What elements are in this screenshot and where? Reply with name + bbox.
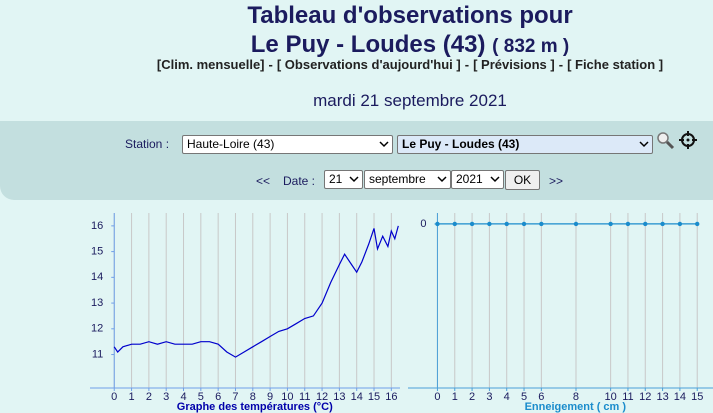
date-heading: mardi 21 septembre 2021 <box>313 91 507 110</box>
x-tick-label: 14 <box>351 391 363 403</box>
data-point <box>469 221 475 227</box>
title-line: Tableau d'observations pour <box>247 2 573 29</box>
x-tick-label: 4 <box>180 391 186 403</box>
x-tick-label: 15 <box>368 391 380 403</box>
x-tick-label: 13 <box>333 391 345 403</box>
data-line <box>113 225 399 358</box>
data-point <box>625 221 631 227</box>
month-select[interactable]: septembre <box>364 170 451 189</box>
select-value: septembre <box>369 172 426 186</box>
ok-button[interactable]: OK <box>505 170 540 190</box>
x-tick-label: 11 <box>299 391 310 403</box>
x-tick-label: 4 <box>504 391 510 403</box>
x-tick-label: 7 <box>232 391 238 403</box>
data-point <box>487 221 492 227</box>
locate-icon[interactable] <box>678 130 698 150</box>
nav-link[interactable]: [ Fiche station ] <box>567 57 664 72</box>
arrow <box>639 141 649 148</box>
x-tick-label: 2 <box>469 391 475 403</box>
station-name: Le Puy - Loudes (43) <box>250 31 486 58</box>
nav-link[interactable]: [ Prévisions ] <box>473 57 555 72</box>
date-label: Date : <box>283 174 316 188</box>
x-tick-label: 6 <box>215 391 221 403</box>
data-point <box>695 221 700 227</box>
y-tick-label: 11 <box>92 348 103 360</box>
prev-link[interactable]: << <box>256 174 271 188</box>
next-link[interactable]: >> <box>549 174 564 188</box>
department-select[interactable]: Haute-Loire (43) <box>182 135 393 154</box>
nav: [Clim. mensuelle] -[ Observations d'aujou… <box>0 57 713 72</box>
nav-link[interactable]: [ Observations d'aujourd'hui ] <box>276 57 461 72</box>
x-tick-label: 10 <box>605 391 617 403</box>
x-tick-label: 14 <box>674 391 686 403</box>
arrow <box>349 176 359 183</box>
x-tick-label: 3 <box>163 391 169 403</box>
x-tick-label: 0 <box>434 391 440 403</box>
y-tick-label: 16 <box>91 220 103 232</box>
data-point <box>452 221 457 227</box>
station-label: Station : <box>125 137 170 151</box>
page-title: Tableau d'observations pour Le Puy - Lou… <box>0 1 713 61</box>
x-tick-label: 9 <box>267 391 273 403</box>
x-tick-label: 15 <box>691 391 703 403</box>
y-tick-label: 14 <box>91 271 103 283</box>
arrow <box>379 141 389 148</box>
arrow <box>490 176 500 183</box>
x-tick-label: 12 <box>639 391 651 403</box>
separator: - <box>558 57 564 72</box>
data-point <box>521 221 527 227</box>
y-tick-label: 15 <box>91 246 103 258</box>
x-tick-label: 1 <box>452 391 458 403</box>
search-icon[interactable] <box>656 131 676 151</box>
select-value: 2021 <box>456 172 483 186</box>
x-tick-label: 13 <box>656 391 668 403</box>
data-point <box>643 221 648 227</box>
title-line: Le Puy - Loudes (43) ( 832 m ) <box>0 30 713 61</box>
separator: - <box>268 57 273 72</box>
x-tick-label: 16 <box>385 391 397 403</box>
arrow <box>437 176 447 183</box>
station-select[interactable]: Le Puy - Loudes (43) <box>397 135 653 154</box>
x-tick-label: 1 <box>129 391 135 403</box>
y-tick-label: 12 <box>91 323 103 335</box>
nav-link[interactable]: [Clim. mensuelle] <box>156 57 265 72</box>
x-tick-label: 11 <box>622 391 633 403</box>
select-value: 21 <box>329 172 343 186</box>
data-point <box>608 221 613 227</box>
data-point <box>504 221 509 227</box>
x-tick-label: 5 <box>198 391 204 403</box>
y-tick-label: 13 <box>91 297 103 309</box>
altitude: ( 832 m ) <box>492 36 570 57</box>
x-axis-title: Enneigement ( cm ) <box>525 401 627 413</box>
x-tick-label: 3 <box>486 391 492 403</box>
data-point <box>660 221 665 227</box>
y-tick-label: 0 <box>420 218 426 230</box>
year-select[interactable]: 2021 <box>451 170 504 189</box>
data-point <box>677 221 683 227</box>
x-tick-label: 5 <box>521 391 527 403</box>
day-select[interactable]: 21 <box>324 170 363 189</box>
x-tick-label: 10 <box>281 391 293 403</box>
select-value: Haute-Loire (43) <box>187 137 275 151</box>
data-point <box>539 221 544 227</box>
x-tick-label: 12 <box>316 391 328 403</box>
x-tick-label: 8 <box>573 391 579 403</box>
x-axis-title: Graphe des températures (°C) <box>177 401 333 413</box>
form-panel: Station : Haute-Loire (43) Le Puy - Loud… <box>0 121 713 200</box>
x-tick-label: 8 <box>250 391 256 403</box>
charts: 0 1 2 3 4 5 6 7 8 9 10 11 12 13 14 15 16111213141516Grap… <box>90 213 713 413</box>
data-point <box>435 221 440 227</box>
x-tick-label: 0 <box>111 391 117 403</box>
data-point <box>573 221 579 227</box>
select-value: Le Puy - Loudes (43) <box>402 137 520 151</box>
separator: - <box>464 57 470 72</box>
x-tick-label: 6 <box>538 391 544 403</box>
x-tick-label: 2 <box>146 391 152 403</box>
